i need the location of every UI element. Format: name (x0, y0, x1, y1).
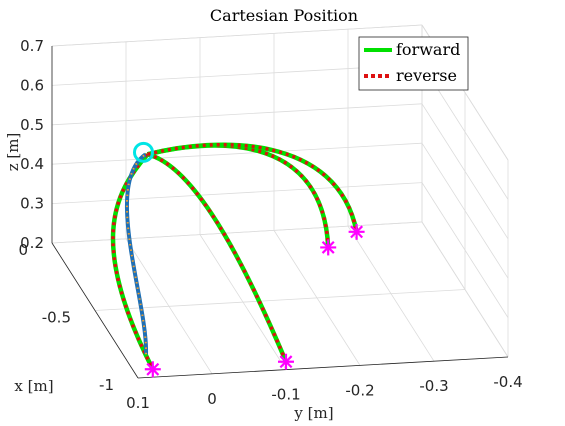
y-tick-label: -0.2 (345, 381, 374, 399)
grid-line-z-back (51, 103, 423, 126)
y-tick-label: -0.1 (271, 386, 300, 404)
x-tick-label: -1 (99, 376, 114, 394)
legend-forward-label: forward (396, 40, 460, 59)
grid-line-x-floor (51, 221, 423, 244)
y-tick-label: -0.4 (493, 373, 522, 391)
tick-labels: 0.2 0.3 0.4 0.5 0.6 0.7 -1 -0.5 0 0.1 0 -0.1 -0.2 -0.… (18, 37, 522, 412)
y-tick-label: 0.1 (126, 394, 150, 412)
axes-box (51, 46, 509, 379)
z-tick-label: 0.6 (20, 76, 44, 94)
z-tick-label: 0.2 (20, 234, 44, 252)
start-marker (133, 141, 154, 163)
grid-top-back (51, 24, 423, 47)
grid-line-x-floor (94, 289, 466, 311)
y-tick-label: -0.3 (419, 377, 448, 395)
legend-box (358, 36, 469, 91)
x-axis-line (51, 242, 139, 379)
trajectories (110, 141, 365, 378)
approach-path-line (124, 152, 149, 355)
grid-line-z-back (51, 142, 423, 165)
z-axis-label: z [m] (4, 133, 22, 172)
x-tick-label: 0 (18, 241, 28, 259)
approach-path-dots (125, 153, 148, 355)
y-axis-line (137, 356, 509, 379)
x-tick-label: -0.5 (42, 309, 71, 327)
chart-title: Cartesian Position (210, 6, 358, 25)
z-tick-label: 0.7 (20, 37, 44, 55)
end-marker (320, 239, 337, 256)
trajectory-reverse-line (147, 143, 359, 233)
y-tick-label: 0 (207, 390, 217, 408)
x-axis-label: x [m] (14, 377, 53, 395)
legend: forward reverse (358, 36, 469, 91)
trajectory-reverse-line (111, 153, 155, 371)
y-axis-label: y [m] (293, 404, 333, 422)
z-tick-label: 0.4 (20, 155, 44, 173)
legend-reverse-label: reverse (396, 66, 457, 85)
end-marker (278, 353, 294, 370)
end-marker (348, 223, 365, 240)
z-tick-label: 0.5 (20, 116, 44, 134)
trajectory-forward-line (146, 152, 289, 363)
z-tick-label: 0.3 (20, 195, 44, 213)
end-marker (144, 361, 161, 378)
trajectory-reverse-line (147, 152, 288, 363)
grid-line-z-back (51, 182, 423, 204)
